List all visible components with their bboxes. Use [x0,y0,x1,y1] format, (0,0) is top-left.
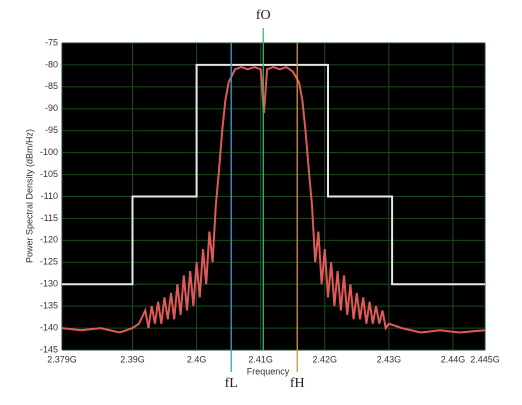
y-tick-label: -135 [40,301,58,311]
y-tick-label: -80 [45,59,58,69]
series-line [61,65,486,334]
series-line [62,63,485,286]
x-axis-label: Frequency [247,366,290,376]
x-tick-label: 2.39G [120,354,145,364]
y-tick-label: -110 [41,191,58,201]
x-tick-label: 2.43G [377,354,402,364]
y-tick-label: -85 [45,81,58,91]
x-tick-label: 2.4G [187,354,207,364]
x-tick-label: 2.42G [313,354,338,364]
y-tick-label: -100 [40,147,58,157]
y-tick-label: -115 [41,213,58,223]
x-tick-label: 2.445G [470,354,500,364]
y-axis-label: Power Spectral Density (dBm/Hz) [24,129,34,263]
y-tick-label: -95 [45,125,58,135]
y-tick-label: -90 [45,103,58,113]
y-tick-label: -75 [45,37,58,47]
marker-label: fL [225,376,238,391]
y-tick-label: -130 [40,279,58,289]
y-tick-label: -145 [40,344,58,354]
y-tick-label: -120 [40,235,58,245]
x-tick-label: 2.379G [47,354,77,364]
y-tick-label: -140 [40,322,58,332]
x-tick-label: 2.41G [248,354,273,364]
marker-label: fH [290,376,305,391]
x-tick-label: 2.44G [441,354,466,364]
y-tick-label: -125 [40,257,58,267]
y-tick-label: -105 [40,169,58,179]
marker-label: fO [256,8,271,23]
